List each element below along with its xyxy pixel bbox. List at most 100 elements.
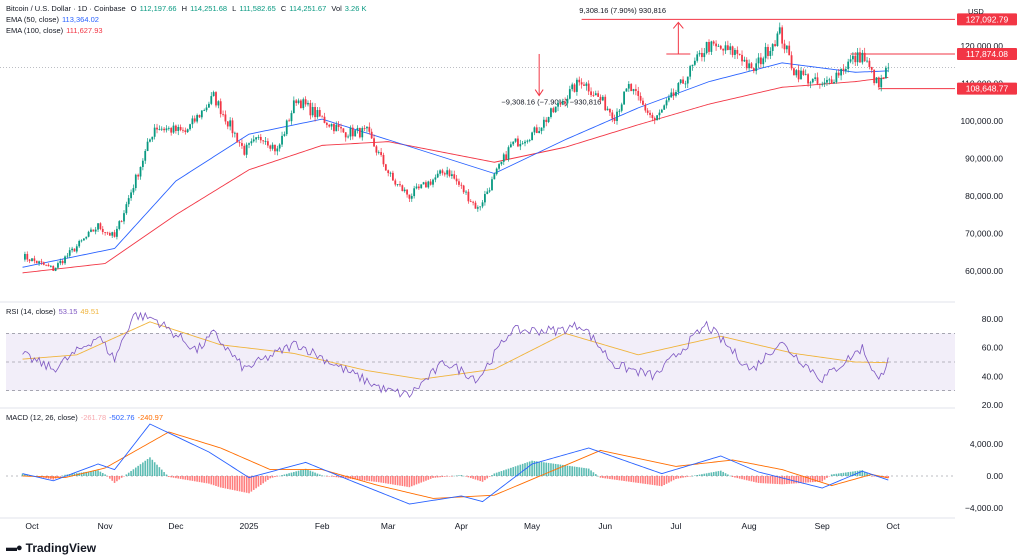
candle-body [429,181,432,185]
macd-hist-bar [491,475,493,476]
candle-body [394,180,397,185]
price-axis-tick: 120,000.00 [960,41,1003,51]
macd-hist-bar [804,476,807,483]
candle-body [382,154,385,165]
macd-hist-bar [613,476,616,480]
macd-hist-bar [149,457,151,476]
candle-body [137,174,140,177]
macd-hist-bar [741,476,743,480]
tradingview-logo[interactable]: ▬● TradingView [6,541,96,555]
candle-body [703,53,706,58]
candle-body [795,70,798,76]
candle-body [389,172,392,174]
candle-body [686,76,689,84]
macd-hist-bar [21,473,24,476]
macd-hist-bar [703,473,706,476]
macd-hist-bar [762,476,765,484]
candle-body [854,55,857,63]
candle-body [693,60,696,65]
macd-hist-bar [208,476,210,484]
candle-body [660,109,663,113]
macd-hist-bar [234,476,236,491]
candle-body [665,100,668,106]
candle-body [92,229,95,232]
rsi-label: RSI (14, close) [6,307,56,316]
price-tag-resistance-bg [957,47,1017,60]
candle-body [337,124,340,128]
macd-hist-bar [342,476,345,479]
macd-hist-bar [481,476,484,482]
candle-body [373,138,375,147]
macd-hist-bar [802,476,805,483]
candle-body [472,201,475,203]
macd-hist-bar [425,476,427,481]
candle-body [189,124,191,130]
macd-hist-bar [451,476,453,477]
macd-hist-bar [64,474,66,476]
macd-hist-bar [73,473,76,476]
macd-hist-bar [550,463,552,476]
candle-body [752,68,755,72]
macd-hist-bar [52,476,55,480]
macd-hist-bar [363,476,366,481]
candle-body [634,89,637,91]
candle-body [802,70,805,75]
macd-hist-bar [486,476,489,479]
candle-body [540,127,543,132]
candle-body [264,141,267,142]
macd-line [22,423,889,505]
macd-hist-bar [99,471,102,476]
macd-hist-bar [217,476,220,487]
macd-hist-bar [705,473,708,476]
macd-hist-bar [753,476,755,482]
candle-body [149,139,151,142]
macd-hist-bar [573,466,576,476]
macd-hist-bar [795,476,798,484]
macd-hist-bar [236,476,239,491]
macd-hist-bar [248,476,250,494]
macd-hist-bar [623,476,625,481]
candle-body [684,83,687,85]
macd-hist-bar [85,471,88,476]
candle-body [328,124,331,127]
candle-body [75,246,78,252]
macd-hist-bar [352,476,354,480]
candle-body [224,114,227,122]
candle-body [587,83,590,92]
macd-hist-bar [245,476,248,493]
candle-body [734,49,736,55]
candle-body [38,261,40,264]
macd-hist-bar [814,476,816,482]
candle-body [172,125,175,133]
candle-body [717,45,720,47]
candle-body [219,101,222,115]
macd-hist-bar [422,476,425,482]
candle-body [521,143,524,145]
candle-body [120,221,123,222]
macd-hist-bar [488,476,491,477]
candle-body [226,121,229,127]
macd-hist-bar [712,471,715,476]
macd-hist-bar [168,476,170,477]
macd-hist-bar [269,476,272,479]
candle-body [625,88,628,92]
low-value: 111,582.65 [239,4,276,13]
time-axis-tick: Apr [455,521,468,531]
macd-hist-bar [177,476,180,479]
macd-hist-bar [637,476,640,483]
macd-hist-bar [219,476,222,488]
macd-hist-bar [592,472,595,476]
ema100-line [22,76,889,274]
macd-hist-bar [212,476,215,486]
macd-hist-bar [651,476,654,485]
candle-body [696,54,699,61]
macd-hist-bar [429,476,432,479]
candle-body [547,116,550,123]
macd-hist-bar [571,466,573,476]
volume-label: Vol [331,4,342,13]
macd-hist-bar [382,476,385,483]
macd-hist-bar [769,476,772,484]
macd-hist-bar [61,475,64,477]
macd-hist-bar [179,476,182,479]
